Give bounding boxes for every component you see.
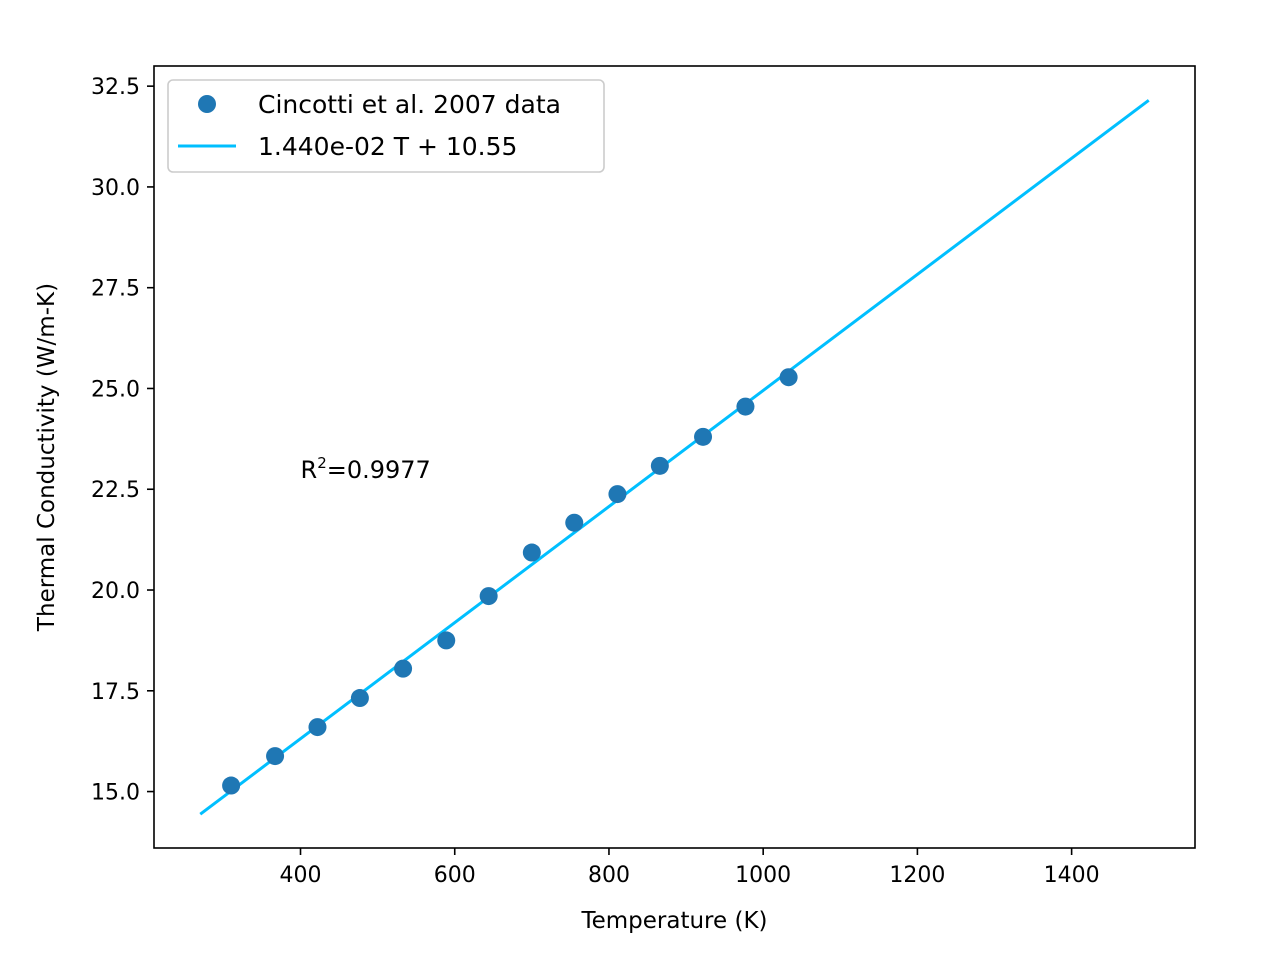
data-point [394,659,413,678]
x-tick-label: 1400 [1044,863,1100,888]
y-tick-label: 15.0 [91,781,140,806]
data-point [694,427,713,446]
legend-box [167,79,605,173]
y-tick-label: 30.0 [91,176,140,201]
y-tick-label: 27.5 [91,277,140,302]
axes-frame [153,65,1196,849]
data-point [565,513,584,532]
y-tick-label: 25.0 [91,377,140,402]
plot-area: R2=0.9977 [199,99,1150,816]
data-point [650,456,669,475]
y-tick-label: 22.5 [91,478,140,503]
data-point [266,747,285,766]
axes: 400 600 800 1000 1200 1400 15.0 17.5 20.0 22.5 25.… [91,65,1196,888]
x-tick-label: 400 [280,863,322,888]
r-squared-annotation: R2=0.9977 [301,454,431,484]
y-tick-label: 32.5 [91,75,140,100]
legend: Cincotti et al. 2007 data 1.440e-02 T + 1… [167,79,605,173]
data-point [479,587,498,606]
data-point [522,543,541,562]
y-axis-label: Thermal Conductivity (W/m-K) [34,283,60,632]
data-point [608,485,627,504]
y-tick-label: 20.0 [91,579,140,604]
data-point [222,776,241,795]
x-tick-label: 600 [434,863,476,888]
data-point [437,631,456,650]
data-point [308,718,327,737]
data-point [736,397,755,416]
x-tick-label: 1200 [889,863,945,888]
x-tick-label: 1000 [735,863,791,888]
legend-marker-data [198,95,216,113]
legend-label-fit: 1.440e-02 T + 10.55 [258,132,517,161]
y-tick-label: 17.5 [91,680,140,705]
data-point [350,689,369,708]
x-axis-label: Temperature (K) [580,908,767,934]
x-tick-label: 800 [588,863,630,888]
data-point [779,368,798,387]
legend-label-data: Cincotti et al. 2007 data [258,90,561,119]
